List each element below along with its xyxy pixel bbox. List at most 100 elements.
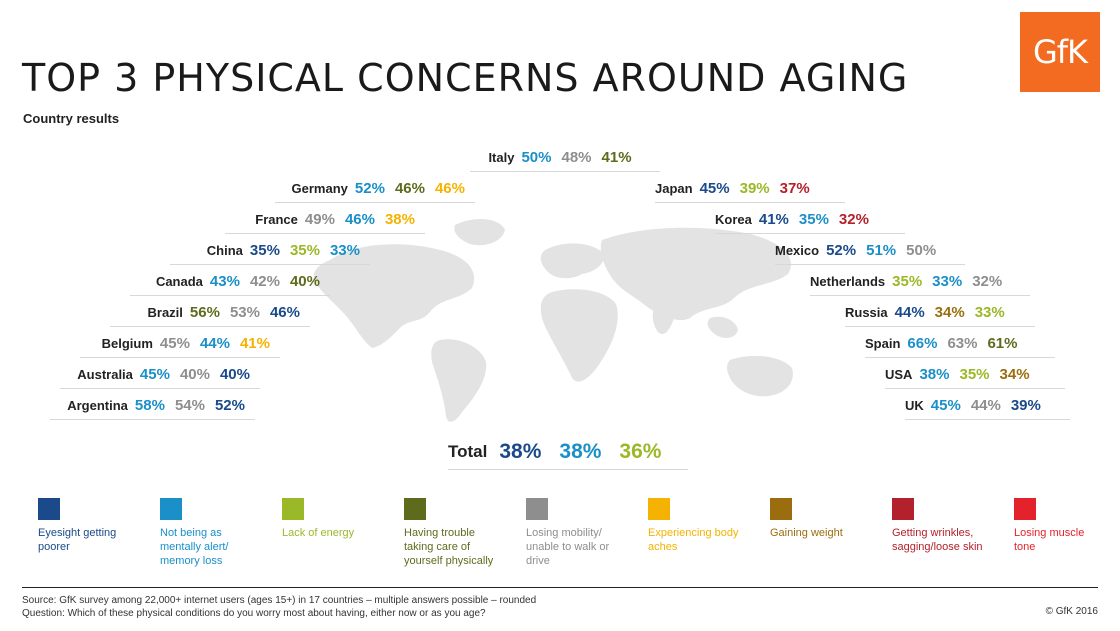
row-underline	[655, 202, 845, 203]
total-underline	[448, 469, 688, 470]
chart-title: TOP 3 PHYSICAL CONCERNS AROUND AGING	[22, 56, 909, 100]
country-value-3: 38%	[384, 210, 415, 228]
country-row-germany: Germany 52% 46% 46%	[275, 173, 475, 203]
row-underline	[110, 326, 310, 327]
country-value-1: 41%	[758, 210, 789, 228]
southeast-asia-shape	[707, 316, 738, 338]
legend-label: Losing mobility/ unable to walk or drive	[526, 527, 610, 567]
country-value-3: 41%	[601, 148, 632, 166]
country-row-japan: Japan 45% 39% 37%	[655, 173, 845, 203]
country-row-uk: UK 45% 44% 39%	[905, 390, 1070, 420]
europe-shape	[540, 243, 604, 279]
row-underline	[80, 357, 280, 358]
india-shape	[652, 303, 675, 335]
legend-item-physically: Having trouble taking care of yourself p…	[388, 498, 498, 568]
row-underline	[275, 202, 475, 203]
row-underline	[170, 264, 370, 265]
row-underline	[130, 295, 330, 296]
country-value-2: 54%	[174, 396, 205, 414]
row-underline	[905, 419, 1070, 420]
question-note: Question: Which of these physical condit…	[22, 608, 486, 619]
country-value-2: 35%	[289, 241, 320, 259]
total-row: Total 38% 38% 36%	[448, 434, 688, 470]
total-value-1: 38%	[499, 440, 542, 463]
legend-item-energy: Lack of energy	[266, 498, 376, 540]
country-value-3: 40%	[289, 272, 320, 290]
chart-subtitle: Country results	[23, 111, 120, 126]
africa-shape	[540, 289, 618, 382]
country-name: Canada	[155, 273, 203, 289]
country-value-2: 44%	[970, 396, 1001, 414]
australia-shape	[727, 355, 793, 397]
country-value-1: 52%	[354, 179, 385, 197]
country-value-3: 52%	[214, 396, 245, 414]
country-row-belgium: Belgium 45% 44% 41%	[80, 328, 280, 358]
row-underline	[775, 264, 965, 265]
country-value-2: 33%	[932, 272, 963, 290]
footer-divider	[22, 587, 1098, 588]
legend-swatch	[38, 498, 60, 520]
country-value-3: 50%	[906, 241, 937, 259]
country-row-italy: Italy 50% 48% 41%	[470, 142, 660, 172]
greenland-shape	[454, 218, 505, 246]
country-value-2: 40%	[179, 365, 210, 383]
country-name: Belgium	[101, 335, 153, 351]
footnote: Source: GfK survey among 22,000+ interne…	[22, 594, 536, 620]
country-value-2: 35%	[959, 365, 990, 383]
country-value-3: 32%	[972, 272, 1003, 290]
country-value-3: 39%	[1010, 396, 1041, 414]
legend-item-mental: Not being as mentally alert/ memory loss	[144, 498, 254, 568]
country-row-spain: Spain 66% 63% 61%	[865, 328, 1055, 358]
country-value-1: 43%	[209, 272, 240, 290]
copyright: © GfK 2016	[1045, 606, 1098, 617]
country-value-3: 33%	[329, 241, 360, 259]
row-underline	[60, 388, 260, 389]
country-value-1: 66%	[907, 334, 938, 352]
country-value-3: 41%	[239, 334, 270, 352]
country-name: China	[206, 242, 243, 258]
country-row-australia: Australia 45% 40% 40%	[60, 359, 260, 389]
legend-label: Not being as mentally alert/ memory loss	[160, 527, 229, 567]
country-value-1: 35%	[249, 241, 280, 259]
country-name: Brazil	[147, 304, 183, 320]
country-value-1: 35%	[892, 272, 923, 290]
legend-swatch	[282, 498, 304, 520]
legend-item-eyesight: Eyesight getting poorer	[22, 498, 132, 554]
country-value-1: 50%	[521, 148, 552, 166]
country-value-3: 34%	[999, 365, 1030, 383]
country-value-3: 46%	[434, 179, 465, 197]
world-map	[313, 218, 793, 422]
country-value-1: 49%	[304, 210, 335, 228]
country-name: Japan	[655, 180, 693, 196]
legend-label: Gaining weight	[770, 527, 843, 539]
country-value-1: 45%	[930, 396, 961, 414]
row-underline	[865, 357, 1055, 358]
country-value-2: 48%	[561, 148, 592, 166]
row-underline	[470, 171, 660, 172]
country-name: Netherlands	[810, 273, 886, 289]
country-value-1: 45%	[139, 365, 170, 383]
country-value-3: 46%	[269, 303, 300, 321]
source-note: Source: GfK survey among 22,000+ interne…	[22, 595, 537, 606]
legend-label: Losing muscle tone	[1014, 527, 1085, 553]
country-name: UK	[905, 397, 924, 413]
country-name: Australia	[77, 366, 133, 382]
country-value-3: 61%	[987, 334, 1018, 352]
country-value-3: 32%	[838, 210, 869, 228]
country-row-netherlands: Netherlands 35% 33% 32%	[810, 266, 1030, 296]
country-value-2: 34%	[934, 303, 965, 321]
legend-item-wrinkles: Getting wrinkles, sagging/loose skin	[876, 498, 986, 554]
country-value-3: 33%	[974, 303, 1005, 321]
country-row-brazil: Brazil 56% 53% 46%	[110, 297, 310, 327]
country-value-3: 37%	[779, 179, 810, 197]
country-row-china: China 35% 35% 33%	[170, 235, 370, 265]
legend-swatch	[648, 498, 670, 520]
country-value-1: 45%	[699, 179, 730, 197]
country-row-argentina: Argentina 58% 54% 52%	[50, 390, 255, 420]
country-name: Germany	[291, 180, 348, 196]
north-america-shape	[313, 244, 475, 348]
country-value-2: 42%	[249, 272, 280, 290]
legend-swatch	[1014, 498, 1036, 520]
legend-item-aches: Experiencing body aches	[632, 498, 742, 554]
country-name: Russia	[845, 304, 888, 320]
